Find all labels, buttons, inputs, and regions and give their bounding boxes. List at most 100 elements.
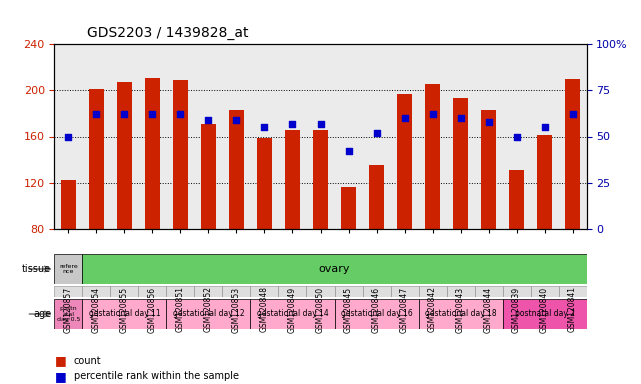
- Point: [567, 111, 578, 118]
- Bar: [138, 286, 167, 297]
- Text: ovary: ovary: [319, 264, 350, 274]
- Text: gestational day 16: gestational day 16: [340, 310, 412, 318]
- Text: GSM120857: GSM120857: [64, 286, 73, 333]
- Text: GDS2203 / 1439828_at: GDS2203 / 1439828_at: [87, 26, 248, 40]
- Bar: [363, 286, 390, 297]
- Bar: [117, 82, 132, 229]
- Bar: [222, 286, 251, 297]
- Bar: [89, 89, 104, 229]
- Bar: [447, 286, 474, 297]
- Text: count: count: [74, 356, 101, 366]
- Text: GSM120848: GSM120848: [260, 286, 269, 333]
- Bar: [474, 286, 503, 297]
- Text: postnatal day 2: postnatal day 2: [515, 310, 574, 318]
- Text: GSM120850: GSM120850: [316, 286, 325, 333]
- Bar: [257, 137, 272, 229]
- Point: [483, 119, 494, 125]
- Text: GSM120844: GSM120844: [484, 286, 493, 333]
- Point: [147, 111, 158, 118]
- Text: age: age: [33, 309, 51, 319]
- Text: GSM120840: GSM120840: [540, 286, 549, 333]
- Bar: [145, 78, 160, 229]
- Bar: [167, 299, 251, 329]
- Bar: [54, 286, 83, 297]
- Bar: [419, 299, 503, 329]
- Bar: [278, 286, 306, 297]
- Point: [539, 124, 549, 130]
- Point: [344, 148, 354, 154]
- Bar: [61, 180, 76, 229]
- Bar: [306, 286, 335, 297]
- Bar: [453, 98, 468, 229]
- Bar: [194, 286, 222, 297]
- Text: gestational day 12: gestational day 12: [172, 310, 244, 318]
- Point: [260, 124, 270, 130]
- Text: GSM120845: GSM120845: [344, 286, 353, 333]
- Text: GSM120852: GSM120852: [204, 286, 213, 333]
- Bar: [313, 129, 328, 229]
- Bar: [481, 110, 496, 229]
- Bar: [425, 84, 440, 229]
- Bar: [173, 80, 188, 229]
- Text: tissue: tissue: [22, 264, 51, 274]
- Point: [176, 111, 186, 118]
- Bar: [285, 129, 300, 229]
- Text: GSM120851: GSM120851: [176, 286, 185, 333]
- Bar: [369, 166, 384, 229]
- Bar: [390, 286, 419, 297]
- Text: postn
atal
day 0.5: postn atal day 0.5: [57, 306, 80, 322]
- Bar: [335, 286, 363, 297]
- Text: GSM120856: GSM120856: [148, 286, 157, 333]
- Bar: [54, 299, 83, 329]
- Text: gestational day 18: gestational day 18: [425, 310, 496, 318]
- Text: GSM120842: GSM120842: [428, 286, 437, 333]
- Bar: [167, 286, 194, 297]
- Text: gestational day 14: gestational day 14: [256, 310, 328, 318]
- Text: GSM120846: GSM120846: [372, 286, 381, 333]
- Bar: [341, 187, 356, 229]
- Point: [512, 133, 522, 139]
- Text: ■: ■: [54, 370, 66, 383]
- Point: [399, 115, 410, 121]
- Text: refere
nce: refere nce: [59, 263, 78, 275]
- Bar: [565, 79, 580, 229]
- Bar: [419, 286, 447, 297]
- Point: [231, 117, 242, 123]
- Bar: [335, 299, 419, 329]
- Text: GSM120849: GSM120849: [288, 286, 297, 333]
- Text: GSM120843: GSM120843: [456, 286, 465, 333]
- Point: [315, 121, 326, 127]
- Bar: [110, 286, 138, 297]
- Bar: [537, 135, 552, 229]
- Bar: [509, 170, 524, 229]
- Bar: [83, 286, 110, 297]
- Bar: [83, 299, 167, 329]
- Bar: [251, 299, 335, 329]
- Bar: [229, 110, 244, 229]
- Bar: [503, 299, 587, 329]
- Text: gestational day 11: gestational day 11: [88, 310, 160, 318]
- Point: [63, 133, 74, 139]
- Text: GSM120839: GSM120839: [512, 286, 521, 333]
- Text: GSM120841: GSM120841: [568, 286, 577, 333]
- Bar: [503, 286, 531, 297]
- Bar: [54, 254, 83, 284]
- Point: [371, 130, 381, 136]
- Point: [428, 111, 438, 118]
- Point: [287, 121, 297, 127]
- Text: percentile rank within the sample: percentile rank within the sample: [74, 371, 238, 381]
- Bar: [397, 94, 412, 229]
- Text: GSM120855: GSM120855: [120, 286, 129, 333]
- Text: GSM120847: GSM120847: [400, 286, 409, 333]
- Text: ■: ■: [54, 354, 66, 367]
- Text: GSM120853: GSM120853: [232, 286, 241, 333]
- Bar: [558, 286, 587, 297]
- Point: [455, 115, 465, 121]
- Point: [203, 117, 213, 123]
- Bar: [251, 286, 278, 297]
- Bar: [531, 286, 558, 297]
- Bar: [201, 124, 216, 229]
- Point: [119, 111, 129, 118]
- Text: GSM120854: GSM120854: [92, 286, 101, 333]
- Point: [92, 111, 102, 118]
